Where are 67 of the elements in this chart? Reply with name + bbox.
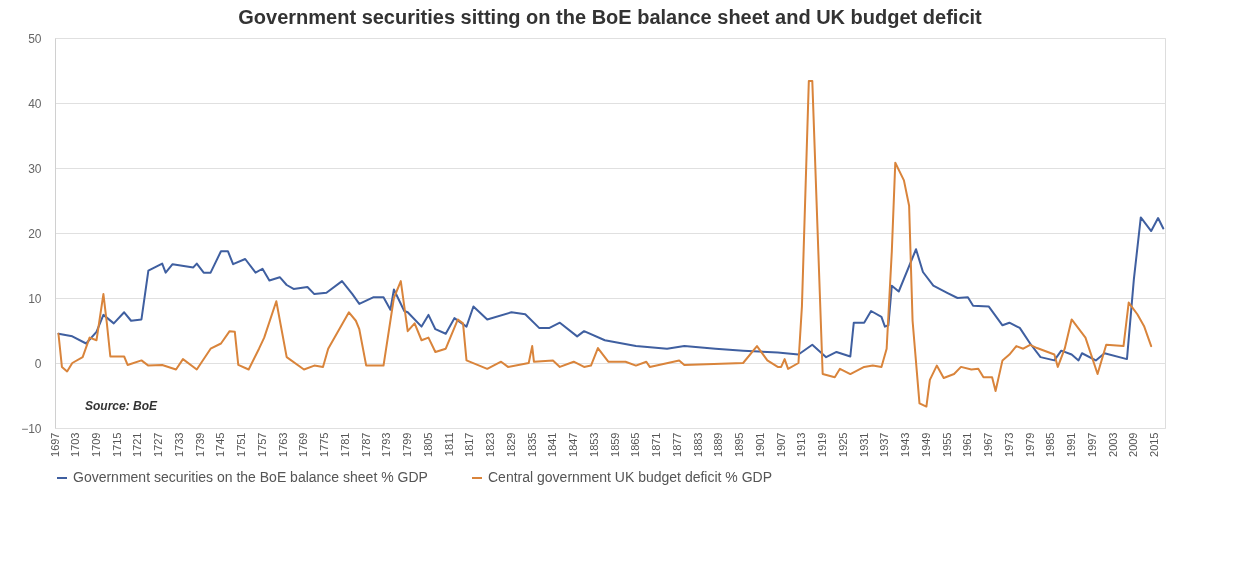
x-tick-label: 1811 bbox=[442, 432, 455, 457]
x-tick-label: 1943 bbox=[899, 432, 912, 457]
x-tick-label: 1769 bbox=[297, 432, 310, 457]
x-tick-label: 1805 bbox=[421, 432, 434, 457]
y-tick-label: 10 bbox=[28, 291, 42, 306]
x-tick-label: 1853 bbox=[587, 432, 600, 457]
x-tick-label: 1709 bbox=[90, 432, 102, 457]
legend-label: Central government UK budget deficit % GDP bbox=[488, 469, 773, 485]
x-tick-label: 2009 bbox=[1127, 432, 1140, 457]
y-tick-label: 30 bbox=[28, 161, 42, 176]
x-tick-label: 1913 bbox=[795, 432, 808, 457]
legend-label: Government securities on the BoE balance sheet % GDP bbox=[73, 469, 428, 485]
x-tick-label: 1865 bbox=[629, 432, 642, 457]
x-tick-label: 1727 bbox=[152, 432, 165, 457]
x-tick-label: 1925 bbox=[836, 432, 849, 457]
x-tick-label: 1931 bbox=[857, 432, 870, 457]
x-tick-label: 1919 bbox=[816, 432, 829, 457]
x-tick-label: 1733 bbox=[172, 432, 185, 457]
x-tick-label: 1697 bbox=[48, 432, 61, 457]
x-tick-label: 1991 bbox=[1065, 432, 1078, 457]
x-tick-label: 1751 bbox=[235, 432, 248, 457]
x-tick-label: 1871 bbox=[650, 432, 663, 457]
x-tick-label: 2003 bbox=[1106, 432, 1119, 457]
x-tick-label: 1775 bbox=[318, 432, 331, 457]
x-tick-label: 1895 bbox=[733, 432, 746, 457]
x-tick-label: 1847 bbox=[567, 432, 580, 457]
x-tick-label: 1745 bbox=[214, 432, 227, 457]
x-tick-label: 1841 bbox=[546, 432, 559, 457]
x-tick-label: 1859 bbox=[608, 432, 621, 457]
x-tick-label: 1835 bbox=[525, 432, 538, 457]
x-tick-label: 1787 bbox=[359, 432, 372, 457]
annotation: Source: BoE bbox=[85, 399, 159, 413]
y-tick-label: −10 bbox=[21, 421, 42, 436]
x-tick-label: 1955 bbox=[940, 432, 953, 457]
x-tick-label: 1757 bbox=[255, 432, 268, 457]
x-tick-label: 1907 bbox=[774, 432, 787, 457]
x-tick-label: 1961 bbox=[961, 432, 974, 457]
chart-title: Government securities sitting on the BoE balance sheet and UK budget deficit bbox=[238, 6, 983, 28]
x-tick-label: 1997 bbox=[1085, 432, 1098, 457]
line-series bbox=[57, 79, 1153, 408]
x-tick-label: 1883 bbox=[691, 432, 704, 457]
x-tick-label: 1889 bbox=[712, 432, 725, 457]
x-tick-label: 1979 bbox=[1023, 432, 1036, 457]
y-tick-label: 50 bbox=[28, 31, 42, 46]
x-tick-label: 1715 bbox=[110, 432, 123, 457]
x-tick-label: 1703 bbox=[69, 432, 82, 457]
x-tick-label: 1967 bbox=[982, 432, 995, 457]
x-tick-label: 2015 bbox=[1148, 432, 1161, 457]
x-tick-label: 1781 bbox=[338, 432, 351, 457]
x-tick-label: 1817 bbox=[463, 432, 476, 457]
y-tick-label: 20 bbox=[28, 226, 42, 241]
x-tick-label: 1721 bbox=[131, 432, 144, 457]
x-tick-label: 1739 bbox=[193, 432, 206, 457]
x-tick-label: 1829 bbox=[504, 432, 517, 457]
x-tick-label: 1985 bbox=[1044, 432, 1057, 457]
y-tick-label: 0 bbox=[34, 356, 42, 371]
x-tick-label: 1823 bbox=[484, 432, 497, 457]
x-tick-label: 1877 bbox=[670, 432, 683, 457]
x-tick-label: 1973 bbox=[1002, 432, 1015, 457]
x-tick-label: 1793 bbox=[380, 432, 393, 457]
x-tick-label: 1763 bbox=[276, 432, 289, 457]
line-series bbox=[57, 216, 1165, 362]
x-tick-label: 1949 bbox=[919, 432, 932, 457]
x-tick-label: 1937 bbox=[878, 432, 891, 457]
x-tick-label: 1901 bbox=[753, 432, 766, 457]
y-tick-label: 40 bbox=[28, 96, 42, 111]
x-tick-label: 1799 bbox=[401, 432, 414, 457]
